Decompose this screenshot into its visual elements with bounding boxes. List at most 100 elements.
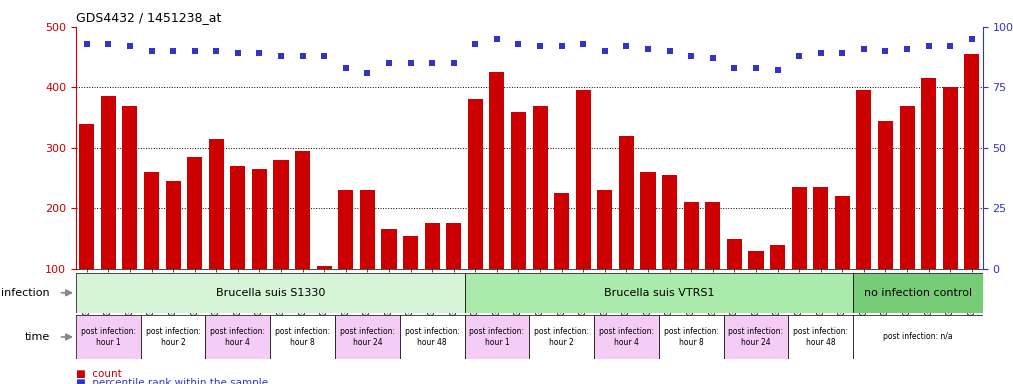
Bar: [533, 106, 548, 269]
Bar: [252, 169, 267, 269]
Bar: [403, 235, 418, 269]
Bar: [853, 315, 983, 359]
Text: post infection:
hour 48: post infection: hour 48: [793, 327, 848, 347]
Bar: [658, 315, 723, 359]
Bar: [598, 190, 613, 269]
Bar: [79, 124, 94, 269]
Point: [877, 48, 893, 54]
Text: post infection:
hour 2: post infection: hour 2: [534, 327, 590, 347]
Bar: [640, 172, 655, 269]
Point: [209, 48, 225, 54]
Bar: [230, 166, 245, 269]
Point: [467, 41, 483, 47]
Bar: [723, 315, 788, 359]
Bar: [295, 151, 310, 269]
Point: [726, 65, 743, 71]
Bar: [900, 106, 915, 269]
Point: [295, 53, 311, 59]
Bar: [594, 315, 658, 359]
Point: [899, 46, 915, 52]
Point: [337, 65, 354, 71]
Bar: [791, 187, 806, 269]
Bar: [663, 175, 677, 269]
Bar: [511, 112, 526, 269]
Point: [165, 48, 181, 54]
Bar: [468, 99, 483, 269]
Bar: [878, 121, 893, 269]
Bar: [964, 54, 980, 269]
Point: [122, 43, 138, 49]
Bar: [270, 315, 335, 359]
Point: [424, 60, 441, 66]
Bar: [338, 190, 354, 269]
Point: [100, 41, 116, 47]
Text: post infection:
hour 8: post infection: hour 8: [664, 327, 718, 347]
Bar: [317, 266, 332, 269]
Bar: [529, 315, 594, 359]
Bar: [788, 315, 853, 359]
Point: [360, 70, 376, 76]
Text: ■  percentile rank within the sample: ■ percentile rank within the sample: [76, 378, 268, 384]
Text: post infection:
hour 4: post infection: hour 4: [599, 327, 654, 347]
Point: [316, 53, 332, 59]
Bar: [489, 72, 504, 269]
Text: post infection: n/a: post infection: n/a: [883, 333, 952, 341]
Bar: [943, 88, 957, 269]
Bar: [144, 172, 159, 269]
Text: post infection:
hour 8: post infection: hour 8: [276, 327, 330, 347]
Text: no infection control: no infection control: [864, 288, 971, 298]
Point: [640, 46, 656, 52]
Point: [251, 50, 267, 56]
Bar: [209, 139, 224, 269]
Bar: [382, 230, 396, 269]
Point: [553, 43, 569, 49]
Point: [230, 50, 246, 56]
Point: [683, 53, 699, 59]
Point: [812, 50, 829, 56]
Bar: [726, 238, 742, 269]
Point: [402, 60, 418, 66]
Bar: [705, 202, 720, 269]
Bar: [187, 157, 203, 269]
Point: [963, 36, 980, 42]
Bar: [400, 315, 465, 359]
Point: [618, 43, 634, 49]
Point: [834, 50, 850, 56]
Point: [575, 41, 592, 47]
Bar: [165, 181, 180, 269]
Bar: [684, 202, 699, 269]
Bar: [335, 315, 400, 359]
Point: [705, 55, 721, 61]
Text: post infection:
hour 1: post infection: hour 1: [469, 327, 525, 347]
Point: [661, 48, 678, 54]
Bar: [76, 273, 465, 313]
Point: [144, 48, 160, 54]
Bar: [575, 90, 591, 269]
Text: post infection:
hour 1: post infection: hour 1: [81, 327, 136, 347]
Point: [770, 67, 786, 73]
Bar: [141, 315, 206, 359]
Bar: [770, 245, 785, 269]
Bar: [813, 187, 829, 269]
Point: [186, 48, 203, 54]
Bar: [856, 90, 871, 269]
Bar: [360, 190, 375, 269]
Point: [381, 60, 397, 66]
Bar: [101, 96, 115, 269]
Bar: [465, 315, 529, 359]
Bar: [446, 223, 461, 269]
Point: [856, 46, 872, 52]
Bar: [921, 78, 936, 269]
Bar: [274, 160, 289, 269]
Bar: [465, 273, 853, 313]
Point: [748, 65, 764, 71]
Text: post infection:
hour 24: post infection: hour 24: [340, 327, 395, 347]
Bar: [749, 251, 764, 269]
Text: post infection:
hour 4: post infection: hour 4: [211, 327, 265, 347]
Text: post infection:
hour 2: post infection: hour 2: [146, 327, 201, 347]
Point: [446, 60, 462, 66]
Text: post infection:
hour 48: post infection: hour 48: [404, 327, 460, 347]
Text: post infection:
hour 24: post infection: hour 24: [728, 327, 783, 347]
Point: [532, 43, 548, 49]
Bar: [853, 273, 983, 313]
